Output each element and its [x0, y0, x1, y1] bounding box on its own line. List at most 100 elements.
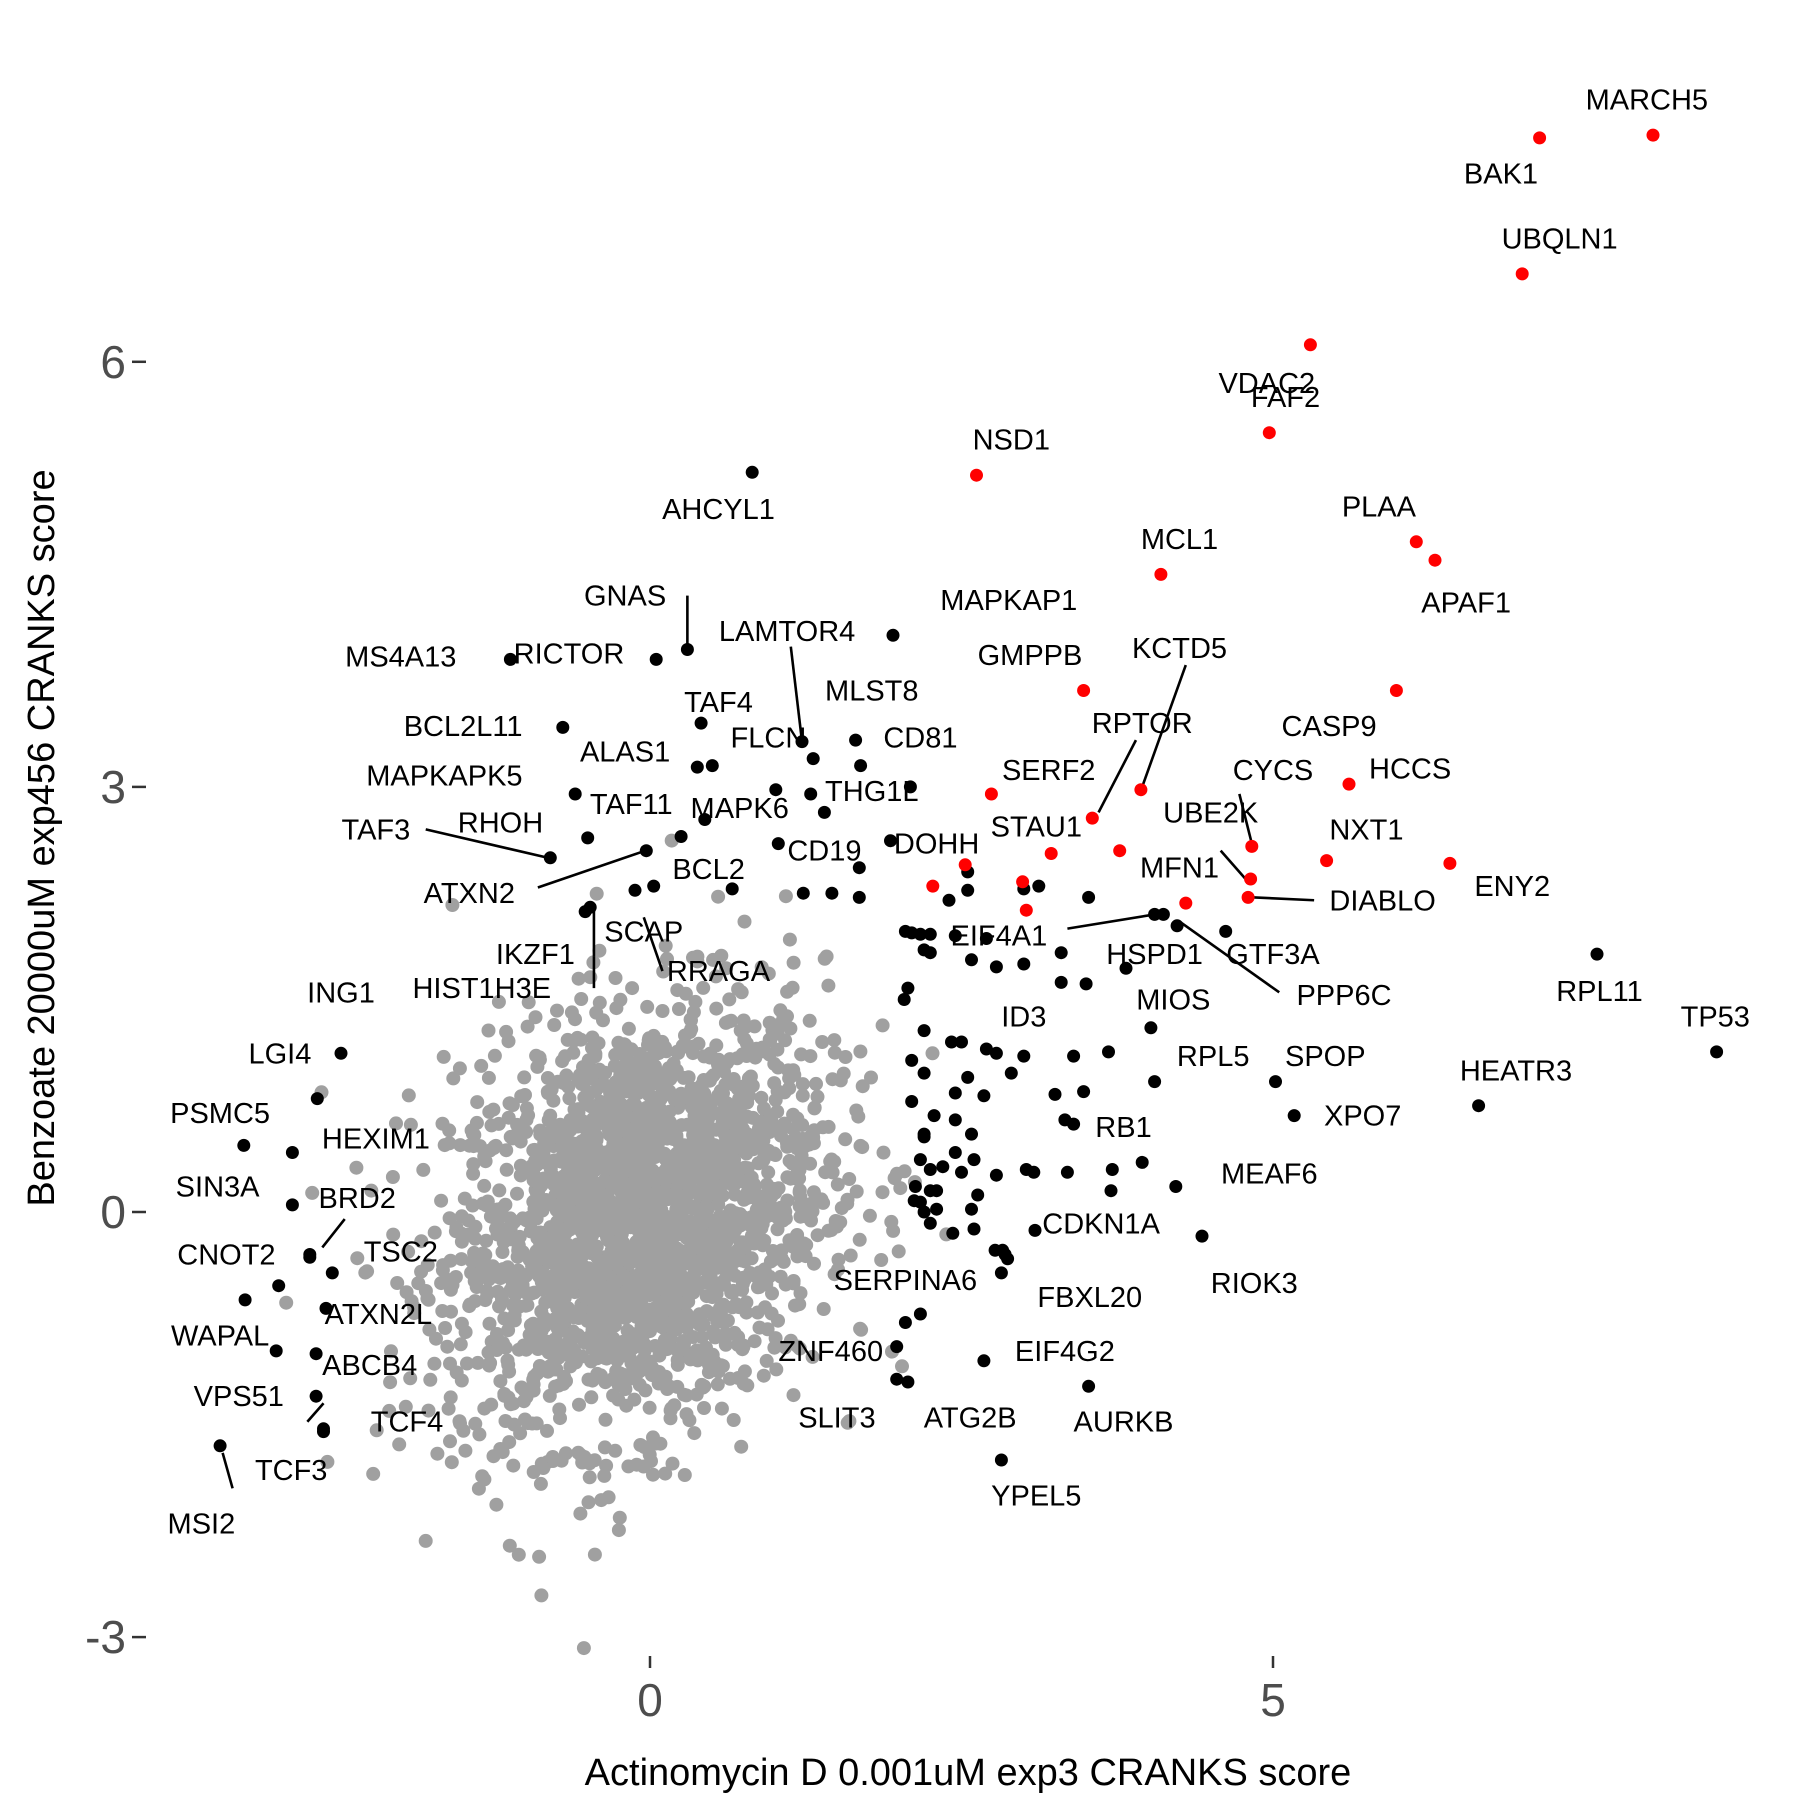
- background-point: [582, 1115, 597, 1130]
- background-point: [606, 1176, 621, 1191]
- point-cd81: [849, 733, 863, 747]
- background-point: [490, 1284, 505, 1299]
- background-point: [824, 1152, 839, 1167]
- gene-label: YPEL5: [991, 1480, 1081, 1512]
- background-point: [608, 1307, 623, 1322]
- background-point: [577, 1132, 592, 1147]
- background-point: [477, 1178, 492, 1193]
- background-point: [731, 982, 746, 997]
- background-point: [737, 1160, 752, 1175]
- background-point: [658, 1466, 673, 1481]
- gene-label: EIF4G2: [1015, 1336, 1115, 1368]
- background-point: [557, 1369, 572, 1384]
- background-point: [574, 992, 589, 1006]
- background-point: [767, 1340, 782, 1355]
- background-points: [279, 833, 954, 1656]
- point-mapk6: [769, 783, 783, 797]
- data-point: [272, 1279, 286, 1293]
- background-point: [670, 1357, 685, 1372]
- data-point: [890, 1372, 904, 1386]
- background-point: [864, 1070, 878, 1085]
- background-point: [535, 1203, 550, 1218]
- background-point: [737, 914, 752, 929]
- data-point: [917, 1066, 931, 1080]
- background-point: [683, 1214, 698, 1229]
- background-point: [443, 1434, 457, 1449]
- background-point: [681, 1228, 696, 1243]
- background-point: [647, 1047, 662, 1062]
- background-point: [771, 1313, 785, 1328]
- data-point: [908, 1180, 922, 1193]
- data-point: [923, 1163, 937, 1176]
- gene-label: ATXN2L: [325, 1299, 432, 1331]
- background-point: [586, 1212, 601, 1226]
- background-point: [782, 1081, 797, 1096]
- background-point: [502, 1538, 517, 1553]
- background-point: [719, 1234, 734, 1249]
- background-point: [642, 1447, 657, 1462]
- background-point: [495, 1245, 510, 1259]
- gene-label: ATXN2: [424, 878, 515, 910]
- point-cd19: [852, 861, 866, 875]
- background-point: [746, 1110, 760, 1125]
- background-point: [591, 1333, 606, 1348]
- background-point: [786, 1388, 801, 1403]
- gene-label: UBE2K: [1163, 797, 1259, 829]
- data-point: [989, 960, 1003, 974]
- gene-label: BAK1: [1464, 158, 1538, 190]
- background-point: [532, 1317, 547, 1332]
- point-stau1: [1085, 811, 1099, 825]
- background-point: [776, 1254, 791, 1269]
- background-point: [616, 1037, 631, 1052]
- leader-line: [1140, 664, 1188, 788]
- background-point: [790, 1111, 805, 1126]
- background-point: [645, 1076, 660, 1091]
- background-point: [827, 1045, 842, 1060]
- background-point: [642, 1144, 657, 1159]
- gene-label: ENY2: [1474, 871, 1550, 903]
- data-point: [913, 1307, 927, 1321]
- background-point: [588, 1144, 603, 1159]
- background-point: [466, 1166, 481, 1181]
- background-point: [672, 1157, 687, 1171]
- gene-label: FAF2: [1251, 382, 1320, 414]
- background-point: [587, 1547, 602, 1562]
- background-point: [718, 1015, 733, 1030]
- data-point: [1001, 1252, 1015, 1266]
- data-point: [1048, 1087, 1062, 1101]
- background-point: [469, 1280, 484, 1294]
- gene-label: RICTOR: [514, 639, 625, 671]
- background-point: [669, 1169, 684, 1184]
- background-point: [492, 1299, 507, 1314]
- leader-line: [425, 828, 549, 860]
- background-point: [579, 1088, 594, 1103]
- background-point: [574, 1265, 589, 1280]
- gene-label: PSMC5: [170, 1098, 270, 1130]
- leader-line: [537, 850, 642, 889]
- background-point: [617, 1239, 632, 1254]
- background-point: [685, 1330, 700, 1344]
- gene-label: TCF4: [371, 1407, 444, 1439]
- background-point: [584, 1354, 599, 1369]
- background-point: [624, 1211, 639, 1226]
- background-point: [555, 1208, 570, 1223]
- background-point: [710, 1377, 725, 1392]
- gene-label: CYCS: [1233, 755, 1314, 787]
- background-point: [488, 1138, 503, 1153]
- data-point: [967, 1153, 981, 1167]
- data-point: [979, 1042, 993, 1056]
- background-point: [534, 1588, 549, 1603]
- gene-label: NXT1: [1329, 814, 1403, 846]
- gene-label: CNOT2: [177, 1240, 275, 1272]
- gene-label: EIF4A1: [951, 921, 1048, 953]
- data-point: [913, 1195, 927, 1209]
- point-gmppb: [1077, 684, 1091, 697]
- point-bak1: [1533, 131, 1547, 145]
- background-point: [560, 1265, 575, 1280]
- background-point: [709, 1122, 724, 1137]
- background-point: [756, 1368, 771, 1383]
- background-point: [701, 1235, 716, 1250]
- data-point: [942, 893, 956, 907]
- background-point: [638, 1184, 653, 1198]
- data-point: [927, 1109, 941, 1123]
